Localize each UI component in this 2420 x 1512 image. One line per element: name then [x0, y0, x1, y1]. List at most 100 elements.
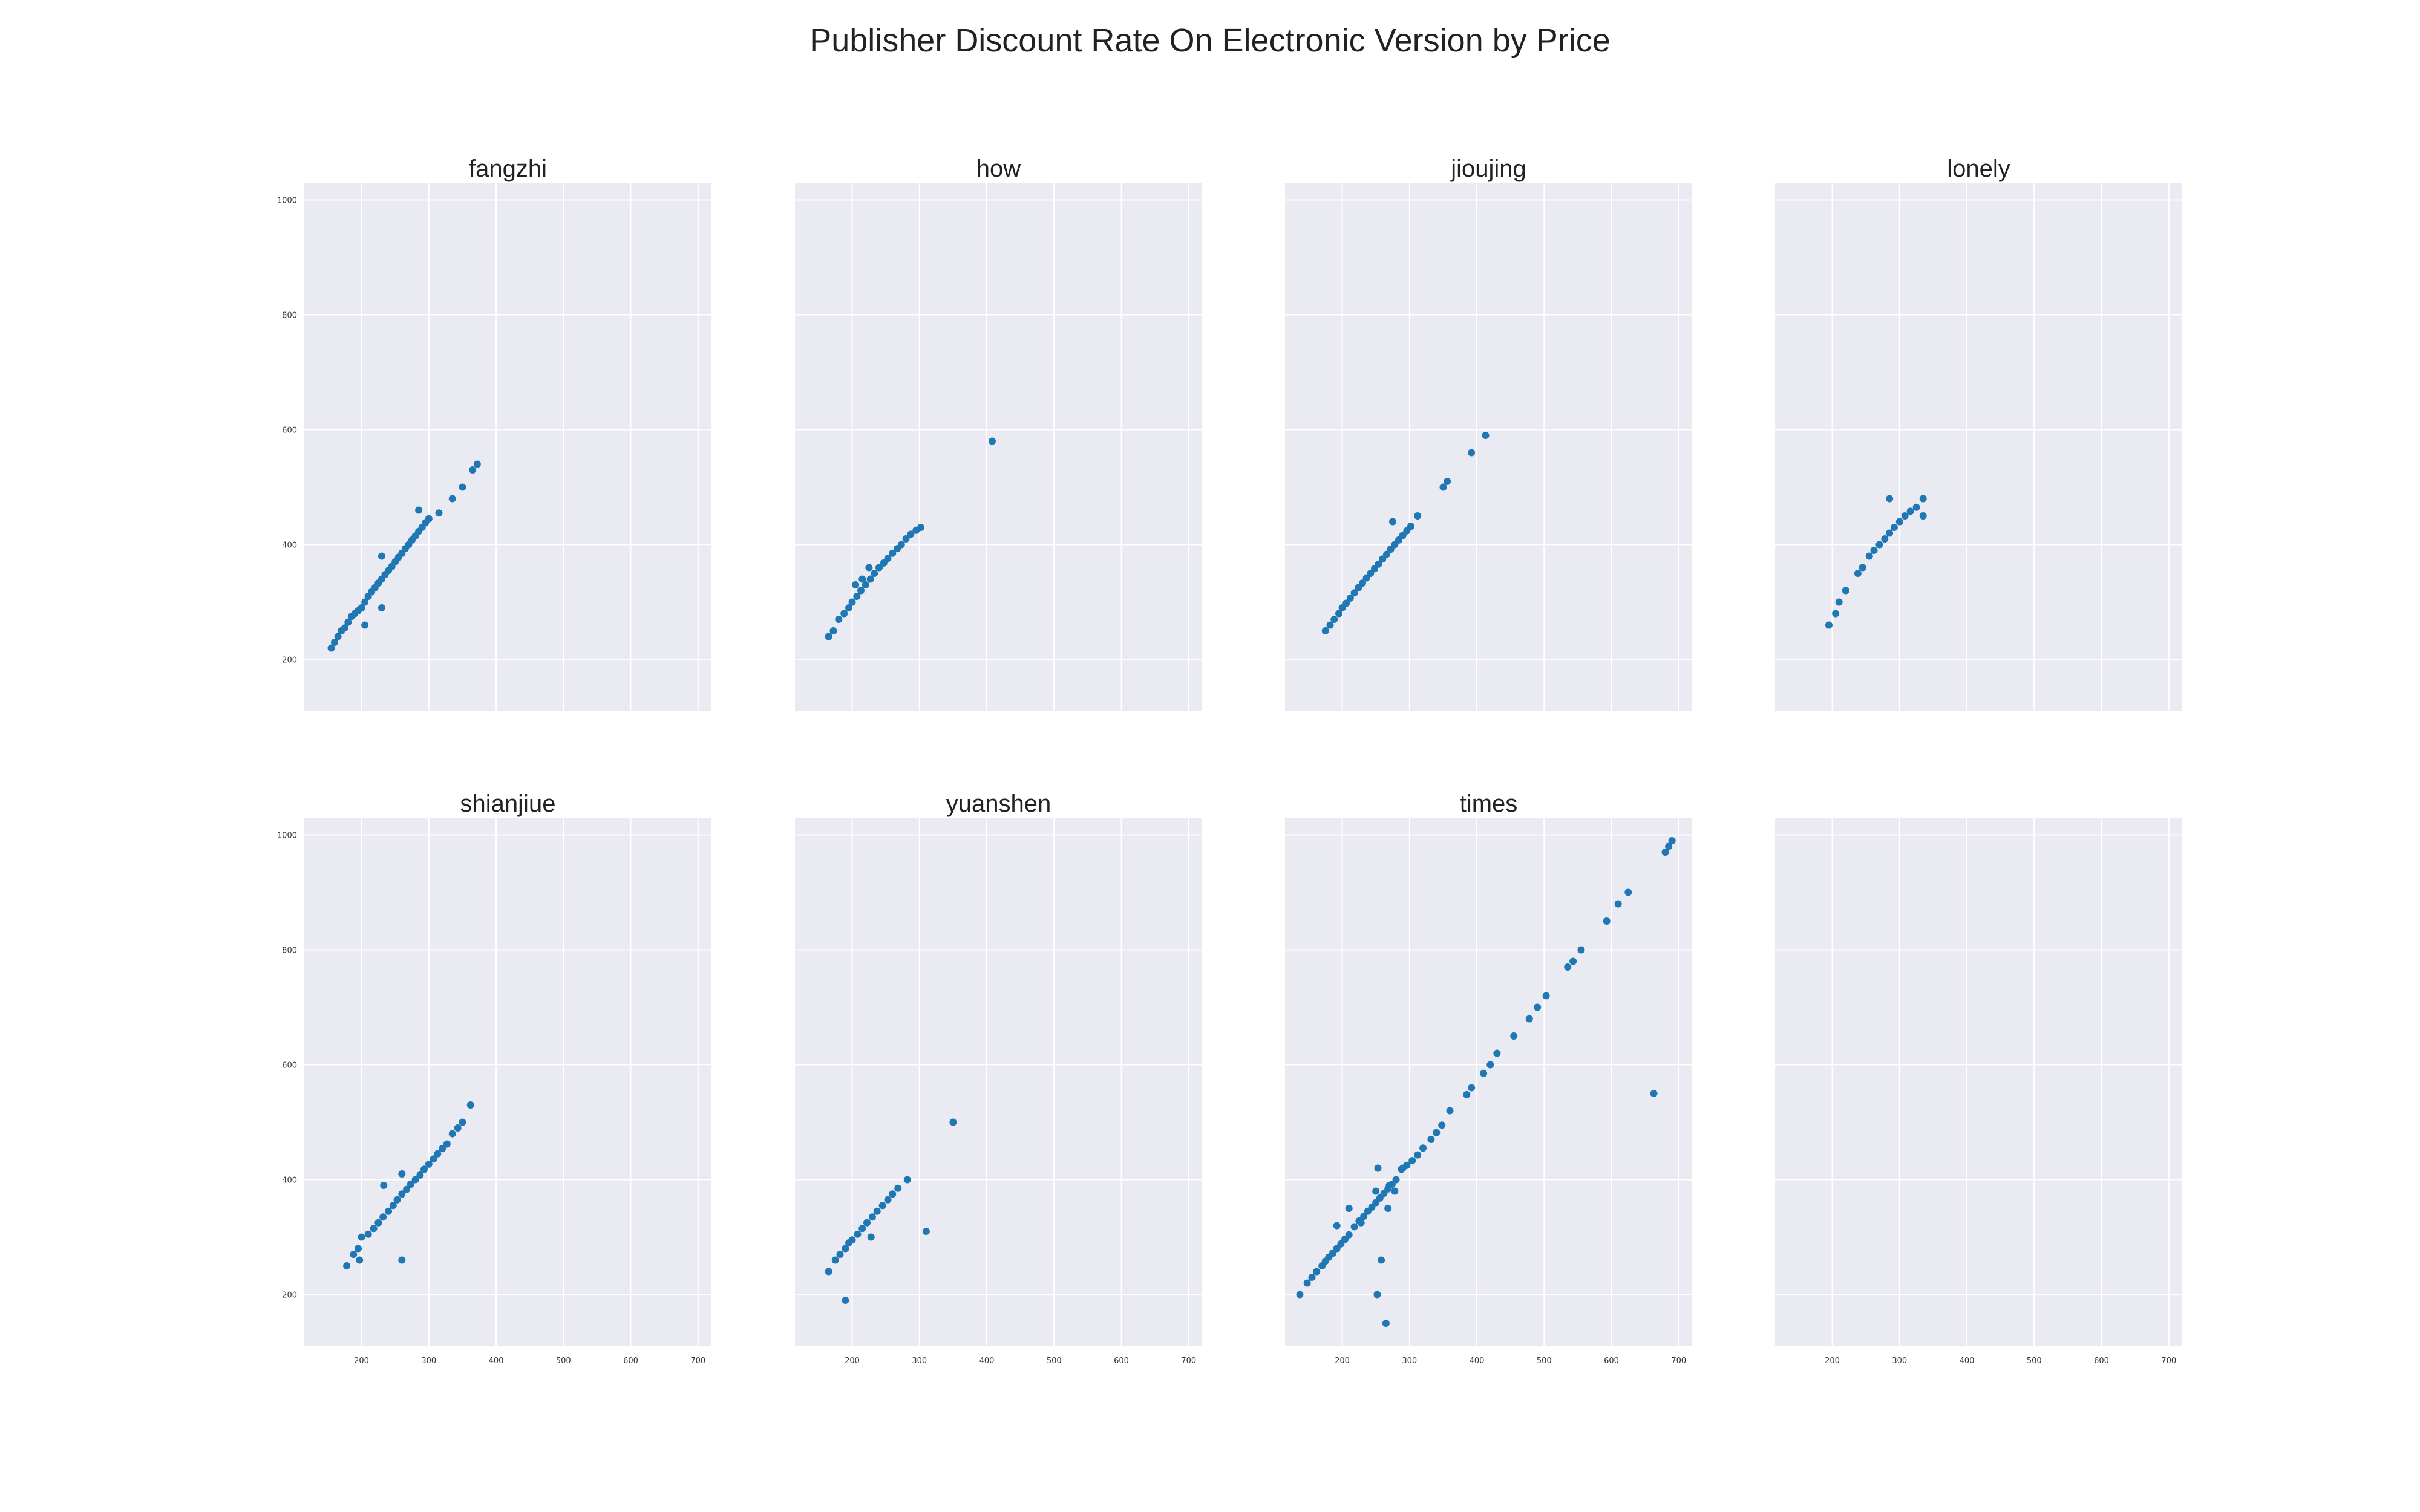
y-tick-label: 200: [282, 656, 297, 665]
scatter-point: [1326, 621, 1334, 629]
scatter-point: [358, 1233, 365, 1241]
x-tick-label: 300: [912, 1357, 927, 1366]
panel-how: how: [795, 155, 1202, 711]
scatter-point: [1378, 1256, 1385, 1264]
scatter-point: [907, 530, 915, 538]
scatter-point: [425, 515, 433, 523]
scatter-point: [1480, 1069, 1488, 1077]
scatter-point: [393, 1196, 401, 1204]
scatter-point: [448, 495, 456, 503]
scatter-point: [1825, 621, 1833, 629]
panel-title: fangzhi: [469, 155, 547, 182]
scatter-point: [1912, 503, 1920, 511]
scatter-point: [1335, 610, 1342, 618]
y-tick-label: 400: [282, 541, 297, 550]
scatter-point: [1444, 478, 1451, 485]
scatter-point: [1854, 570, 1862, 577]
scatter-point: [1832, 610, 1840, 618]
x-tick-label: 600: [623, 1357, 638, 1366]
panel-title: how: [976, 155, 1021, 182]
scatter-point: [873, 1207, 881, 1215]
x-tick-label: 700: [2161, 1357, 2176, 1366]
scatter-point: [902, 535, 910, 543]
x-tick-label: 400: [489, 1357, 504, 1366]
chart-title: Publisher Discount Rate On Electronic Ve…: [809, 22, 1611, 59]
panel-title: shianjiue: [460, 790, 556, 817]
x-tick-label: 200: [845, 1357, 860, 1366]
scatter-point: [922, 1228, 930, 1235]
scatter-point: [889, 549, 897, 557]
scatter-point: [411, 1176, 419, 1184]
scatter-point: [1384, 1205, 1392, 1212]
x-tick-label: 600: [1114, 1357, 1129, 1366]
scatter-point: [358, 604, 365, 611]
scatter-point: [1321, 627, 1329, 634]
scatter-point: [403, 1185, 411, 1193]
scatter-point: [889, 1190, 897, 1198]
panel-background: [795, 818, 1202, 1346]
y-tick-label: 800: [282, 311, 297, 321]
scatter-point: [1345, 1205, 1353, 1212]
scatter-point: [1360, 1213, 1368, 1220]
scatter-point: [854, 1230, 862, 1238]
scatter-point: [1372, 1187, 1380, 1195]
scatter-point: [858, 575, 866, 583]
y-tick-label: 600: [282, 1061, 297, 1070]
scatter-point: [1358, 579, 1366, 587]
scatter-point: [1391, 1187, 1399, 1195]
scatter-point: [865, 564, 873, 572]
scatter-point: [853, 593, 861, 600]
scatter-point: [1303, 1279, 1311, 1287]
scatter-point: [1382, 550, 1390, 558]
x-tick-label: 300: [1402, 1357, 1417, 1366]
scatter-point: [1385, 1182, 1393, 1189]
scatter-point: [1296, 1291, 1304, 1299]
scatter-point: [344, 618, 352, 626]
scatter-point: [1419, 1144, 1427, 1152]
panel-yuanshen: yuanshen 200 300 400 500 600 700: [795, 790, 1202, 1366]
y-tick-label: 1000: [277, 832, 297, 841]
y-tick-label: 200: [282, 1291, 297, 1300]
x-tick-label: 700: [1181, 1357, 1196, 1366]
scatter-point: [1468, 1084, 1476, 1092]
scatter-point: [1357, 1219, 1365, 1227]
scatter-point: [884, 555, 892, 562]
scatter-point: [1350, 1223, 1358, 1231]
scatter-point: [1865, 552, 1873, 560]
scatter-point: [840, 610, 848, 618]
scatter-point: [1486, 1061, 1494, 1069]
scatter-point: [1661, 849, 1669, 856]
panel-title: times: [1460, 790, 1518, 817]
scatter-point: [884, 1196, 892, 1204]
scatter-point: [1577, 946, 1585, 954]
scatter-point: [878, 1202, 886, 1210]
scatter-point: [848, 1236, 856, 1244]
scatter-point: [379, 1213, 387, 1221]
scatter-point: [825, 633, 832, 640]
scatter-point: [1542, 992, 1550, 1000]
scatter-point: [848, 598, 856, 606]
scatter-point: [398, 1256, 406, 1264]
scatter-point: [829, 627, 837, 634]
scatter-point: [836, 1251, 844, 1258]
scatter-point: [863, 1219, 871, 1227]
scatter-point: [1510, 1032, 1518, 1040]
scatter-point: [894, 1184, 902, 1192]
scatter-point: [1564, 963, 1572, 971]
scatter-point: [1895, 518, 1903, 526]
scatter-point: [1919, 512, 1927, 520]
panel-fangzhi: fangzhi 200 400 600 800 1000: [277, 155, 711, 711]
scatter-point: [327, 644, 335, 652]
scatter-point: [1439, 483, 1447, 491]
panel-title: yuanshen: [946, 790, 1051, 817]
y-tick-label: 600: [282, 426, 297, 435]
scatter-point: [897, 541, 905, 549]
x-tick-label: 500: [556, 1357, 571, 1366]
panel-empty: 200 300 400 500 600 700: [1775, 818, 2182, 1366]
panel-background: [1285, 183, 1692, 711]
scatter-point: [415, 506, 423, 514]
scatter-point: [1835, 598, 1843, 606]
x-tick-label: 600: [1604, 1357, 1619, 1366]
x-tick-label: 500: [1537, 1357, 1552, 1366]
